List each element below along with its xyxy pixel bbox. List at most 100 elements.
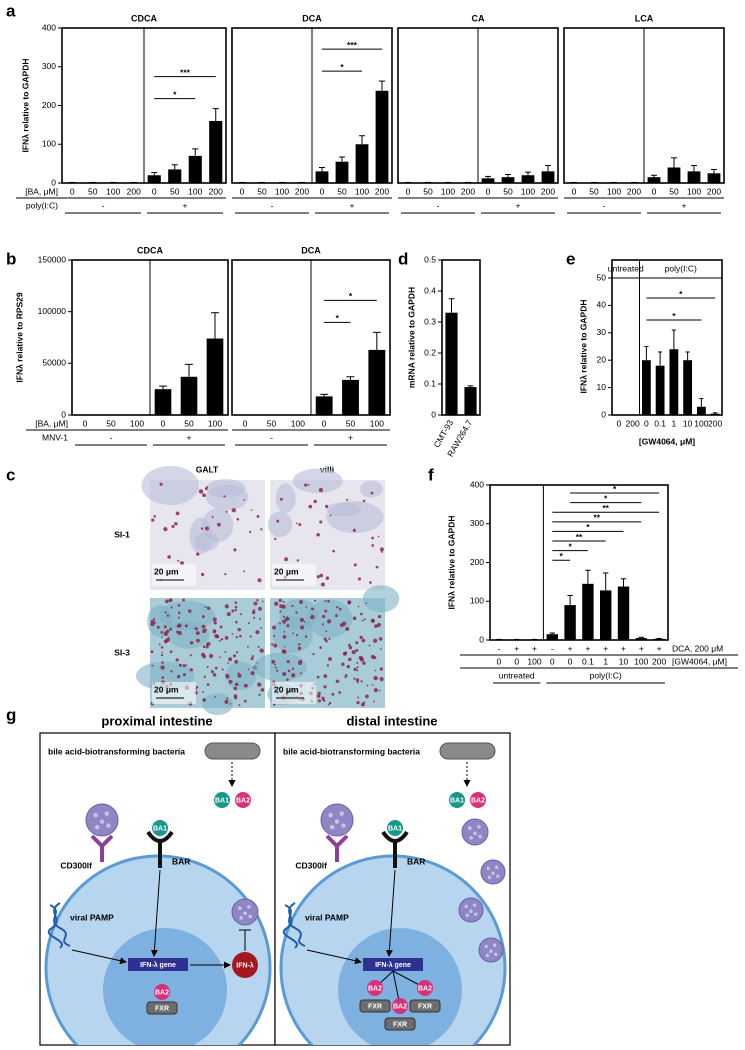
x-tick-label: 0 bbox=[70, 186, 75, 196]
y-axis-label: IFNλ relative to GAPDH bbox=[20, 59, 30, 153]
virus-spot bbox=[492, 943, 497, 947]
group-label: untreated bbox=[608, 263, 644, 273]
virus-spot bbox=[99, 819, 105, 824]
bar bbox=[355, 144, 369, 183]
significance-label: * bbox=[613, 484, 617, 494]
row-label: [BA, μM] bbox=[35, 418, 68, 428]
bacteria-label: bile acid-biotransforming bacteria bbox=[48, 746, 185, 756]
bar bbox=[669, 349, 679, 415]
bile-acid bbox=[367, 980, 383, 996]
stain-dot bbox=[299, 600, 304, 604]
virus-spot bbox=[106, 823, 111, 828]
stain-dot bbox=[228, 680, 233, 684]
fxr-label: FXR bbox=[368, 1003, 382, 1010]
x-tick-label: 50 bbox=[423, 186, 433, 196]
x-tick-label: 50 bbox=[669, 186, 679, 196]
stain-dot bbox=[286, 660, 290, 664]
stain-dot bbox=[282, 635, 287, 639]
stain-dot bbox=[194, 627, 198, 631]
stain-dot bbox=[283, 646, 286, 648]
stain-dot bbox=[365, 694, 369, 699]
stain-dot bbox=[196, 552, 200, 556]
x-tick-label: 50 bbox=[337, 186, 347, 196]
stain-dot bbox=[175, 658, 179, 662]
stain-dot bbox=[182, 664, 186, 668]
stain-dot bbox=[356, 669, 359, 672]
significance-label: ** bbox=[593, 513, 600, 523]
stain-dot bbox=[325, 630, 328, 633]
x-tick-label: 0 bbox=[486, 186, 491, 196]
sign-label: + bbox=[585, 643, 590, 653]
stain-dot bbox=[150, 650, 154, 654]
group-label: - bbox=[110, 432, 113, 442]
x-tick-label: 0 bbox=[572, 186, 577, 196]
stain-dot bbox=[251, 610, 256, 615]
x-tick-label: 200 bbox=[626, 418, 640, 428]
stain-dot bbox=[316, 675, 320, 679]
stain-dot bbox=[357, 577, 361, 581]
stain-dot bbox=[169, 650, 173, 654]
stain-dot bbox=[279, 610, 282, 613]
panel-label: a bbox=[6, 1, 16, 20]
stain-dot bbox=[260, 627, 263, 629]
bar bbox=[464, 387, 477, 415]
stain-dot bbox=[185, 664, 188, 667]
x-tick-label: 1 bbox=[672, 418, 677, 428]
stain-dot bbox=[371, 544, 375, 547]
significance-label: * bbox=[336, 313, 340, 323]
stain-dot bbox=[360, 680, 363, 683]
stain-dot bbox=[274, 601, 279, 606]
scale-bar-label: 20 μm bbox=[154, 566, 179, 576]
group-label: - bbox=[603, 200, 606, 210]
stain-dot bbox=[282, 615, 285, 618]
significance-label: * bbox=[340, 62, 344, 72]
stain-dot bbox=[353, 677, 356, 680]
panel-label: d bbox=[398, 249, 408, 268]
stain-dot bbox=[284, 557, 289, 562]
bar bbox=[521, 175, 535, 183]
y-axis-label: IFNλ relative to RPS29 bbox=[14, 292, 24, 383]
x-tick-label: 10 bbox=[619, 656, 629, 666]
stain-dot bbox=[304, 483, 308, 487]
sign-label: + bbox=[603, 643, 608, 653]
fxr bbox=[359, 999, 391, 1013]
x-tick-label: 200 bbox=[707, 186, 721, 196]
stain-dot bbox=[274, 537, 277, 541]
stain-dot bbox=[346, 498, 349, 501]
bile-acid bbox=[154, 984, 170, 1000]
bar bbox=[206, 338, 224, 415]
stain-dot bbox=[316, 694, 321, 698]
stain-dot bbox=[357, 696, 360, 699]
y-tick-label: 400 bbox=[470, 479, 484, 489]
y-tick-label: 0 bbox=[61, 409, 66, 419]
sign-label: + bbox=[621, 643, 626, 653]
stain-dot bbox=[160, 646, 164, 649]
stain-dot bbox=[171, 524, 175, 529]
group-label: - bbox=[270, 432, 273, 442]
virus-spot bbox=[334, 819, 340, 824]
bile-acid-label: BA2 bbox=[155, 989, 169, 996]
stain-dot bbox=[332, 549, 335, 553]
virus-spot bbox=[239, 916, 243, 920]
stain-dot bbox=[177, 616, 180, 619]
stain-dot bbox=[160, 665, 165, 670]
stain-dot bbox=[260, 528, 263, 531]
bile-acid bbox=[417, 980, 433, 996]
bile-acid-label: BA1 bbox=[450, 797, 464, 804]
stain-dot bbox=[362, 661, 366, 665]
stain-dot bbox=[182, 673, 186, 677]
stain-dot bbox=[328, 657, 332, 661]
virus-spot bbox=[247, 904, 251, 909]
signal-arrow bbox=[306, 949, 362, 965]
stain-dot bbox=[161, 651, 164, 654]
x-tick-label: 0 bbox=[152, 186, 157, 196]
x-tick-label: 50 bbox=[184, 418, 194, 428]
stain-dot bbox=[271, 643, 274, 646]
x-tick-label: 200 bbox=[375, 186, 389, 196]
x-tick-label: 100 bbox=[291, 418, 305, 428]
stain-dot bbox=[201, 615, 205, 619]
stain-dot bbox=[177, 630, 182, 636]
bar-label: BAR bbox=[172, 856, 190, 866]
group-label: + bbox=[187, 432, 192, 442]
stain-dot bbox=[287, 617, 290, 620]
